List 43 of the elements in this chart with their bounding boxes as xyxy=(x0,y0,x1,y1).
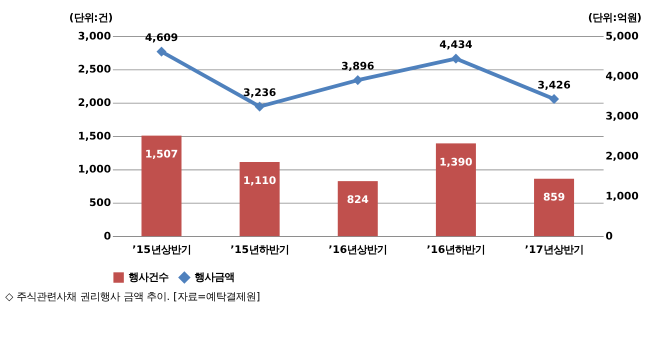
y2-tick-label: 0 xyxy=(606,230,613,242)
legend-label: 행사금액 xyxy=(194,271,234,284)
y-tick-label: 0 xyxy=(104,230,111,242)
text: ◇ 주식관련사채 권리행사 금액 추이. [자료=예탁결제원] xyxy=(5,290,260,303)
y2-tick-label: 4,000 xyxy=(606,70,639,82)
data-label: 3,426 xyxy=(537,80,571,92)
data-label: 4,609 xyxy=(144,32,178,44)
point xyxy=(254,102,265,112)
point xyxy=(450,54,461,64)
point xyxy=(352,75,363,86)
x-tick-label: ’16년하반기 xyxy=(426,244,486,256)
bar xyxy=(141,136,182,236)
bar xyxy=(240,162,280,236)
data-label: 4,434 xyxy=(439,39,472,52)
bar xyxy=(436,143,476,236)
x-tick-label: ’15년하반기 xyxy=(230,244,289,256)
data-label: 3,896 xyxy=(341,60,374,73)
y2-tick-label: 1,000 xyxy=(606,190,639,202)
y-tick-label: 1,000 xyxy=(78,164,111,176)
y-tick-label: 1,500 xyxy=(78,130,111,142)
x-tick-label: ’17년상반기 xyxy=(524,244,584,256)
bar xyxy=(534,178,574,236)
legend-label: 행사건수 xyxy=(128,271,169,284)
y-tick-label: 2,500 xyxy=(78,64,111,76)
data-label: 1,390 xyxy=(439,156,472,168)
data-label: 1,507 xyxy=(144,148,178,160)
data-label: 3,236 xyxy=(243,87,276,100)
y-tick-label: 500 xyxy=(89,197,111,210)
y-tick-label: 2,000 xyxy=(78,97,111,110)
point xyxy=(549,94,560,104)
y2-axis-title: (단위:억원) xyxy=(588,12,642,24)
bar xyxy=(338,181,378,236)
y-axis-title: (단위:건) xyxy=(69,12,113,24)
data-label: 859 xyxy=(543,192,565,204)
data-label: 824 xyxy=(346,194,369,206)
y2-tick-label: 2,000 xyxy=(606,150,639,162)
x-tick-label: ’15년상반기 xyxy=(132,244,191,256)
point xyxy=(156,46,166,57)
y2-tick-label: 3,000 xyxy=(606,110,639,122)
data-label: 1,110 xyxy=(243,174,276,187)
x-tick-label: ’16년상반기 xyxy=(328,244,388,256)
y-tick-label: 3,000 xyxy=(78,30,111,42)
y2-tick-label: 5,000 xyxy=(606,30,639,42)
